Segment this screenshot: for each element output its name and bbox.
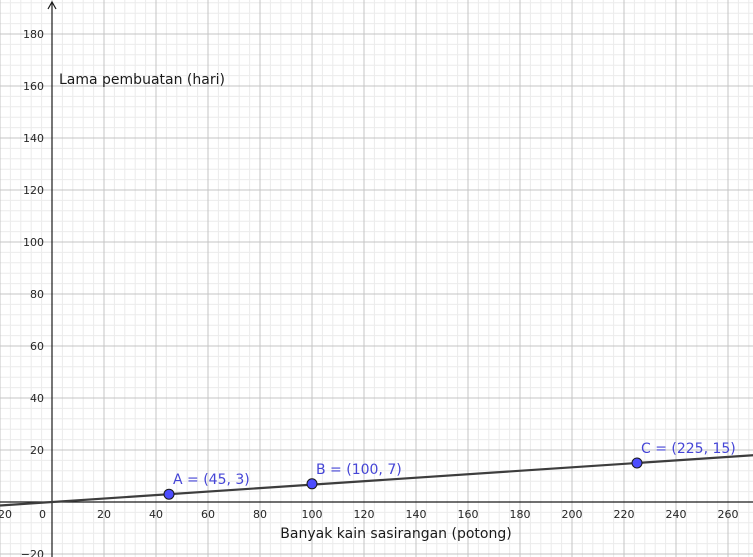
y-axis-arrow: [47, 0, 57, 10]
point-label-c: C = (225, 15): [641, 441, 736, 457]
point-label-a: A = (45, 3): [173, 472, 250, 488]
x-tick-label: 20: [0, 508, 12, 521]
y-tick-label: 60: [30, 340, 44, 353]
x-tick-label: 100: [302, 508, 323, 521]
x-tick-label: 20: [97, 508, 111, 521]
y-axis-title: Lama pembuatan (hari): [59, 72, 225, 88]
x-tick-label: 120: [354, 508, 375, 521]
x-tick-label: 80: [253, 508, 267, 521]
tick-labels: 20 0 20 40 60 80 100 120 140 160 180 200 220 240 26018…: [0, 28, 739, 557]
y-tick-label: −20: [21, 548, 44, 557]
x-tick-label: 140: [406, 508, 427, 521]
x-tick-label: 240: [666, 508, 687, 521]
point-b: [306, 478, 318, 490]
x-tick-label: 40: [149, 508, 163, 521]
y-tick-label: 100: [23, 236, 44, 249]
x-tick-label: 0: [39, 508, 46, 521]
y-tick-label: 80: [30, 288, 44, 301]
x-tick-label: 60: [201, 508, 215, 521]
x-tick-label: 180: [510, 508, 531, 521]
y-tick-label: 140: [23, 132, 44, 145]
data-points: A = (45, 3) B = (100, 7) C = (225, 15): [163, 441, 736, 500]
x-tick-label: 220: [614, 508, 635, 521]
y-tick-label: 40: [30, 392, 44, 405]
x-axis-title: Banyak kain sasirangan (potong): [280, 526, 511, 542]
x-tick-label: 260: [718, 508, 739, 521]
point-label-b: B = (100, 7): [316, 462, 402, 478]
point-a: [163, 488, 175, 500]
y-tick-label: 20: [30, 444, 44, 457]
x-tick-label: 200: [562, 508, 583, 521]
trend-line-path: [0, 454, 753, 507]
y-tick-label: 120: [23, 184, 44, 197]
y-tick-label: 180: [23, 28, 44, 41]
trend-line: [0, 454, 753, 507]
x-tick-label: 160: [458, 508, 479, 521]
y-tick-label: 160: [23, 80, 44, 93]
point-c: [631, 457, 643, 469]
